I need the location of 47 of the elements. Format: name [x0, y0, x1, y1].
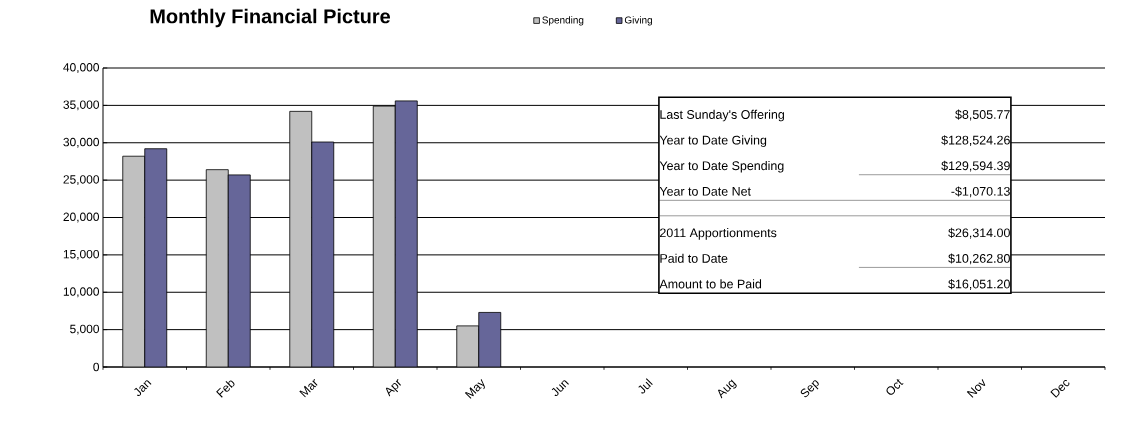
x-tick-label: Jun [551, 380, 569, 397]
annotation: Last Sunday's Offering [660, 109, 784, 122]
bar [394, 100, 418, 367]
bar [144, 148, 168, 367]
y-tick-label: 30,000 [63, 137, 100, 148]
x-tick-label: Apr [385, 379, 401, 397]
annotation: $128,524.26 [941, 135, 1010, 146]
y-tick-label: 40,000 [63, 63, 100, 73]
bar [227, 174, 251, 367]
y-tick-label: 0 [93, 362, 100, 372]
annotation: Year to Date Spending [659, 160, 784, 173]
x-tick-label: Feb [216, 380, 235, 398]
annotation: Year to Date Net [659, 187, 751, 196]
x-tick-label: Jan [134, 380, 152, 397]
y-tick-label: 25,000 [63, 175, 100, 186]
y-tick-label: 35,000 [63, 100, 100, 111]
x-tick-label: Sep [800, 380, 819, 398]
x-tick-label: Mar [299, 379, 318, 398]
annotation: $129,594.39 [941, 160, 1010, 172]
bar [205, 169, 229, 367]
bar [289, 110, 313, 367]
x-tick-label: Jul [638, 378, 653, 394]
bar [456, 325, 480, 367]
annotation: $16,051.20 [948, 279, 1010, 290]
annotation: -$1,070.13 [951, 186, 1010, 198]
y-tick-label: 5,000 [70, 324, 100, 335]
annotation: Year to Date Giving [659, 135, 767, 147]
bar [122, 155, 146, 367]
x-tick-label: May [464, 379, 485, 399]
bar [311, 141, 335, 367]
y-tick-label: 20,000 [63, 212, 100, 223]
x-tick-label: Nov [966, 379, 986, 398]
bar [478, 312, 502, 367]
x-tick-label: Aug [718, 379, 737, 399]
x-tick-label: Oct [886, 379, 904, 395]
legend-label: Giving [624, 16, 652, 26]
annotation: $26,314.00 [948, 227, 1010, 239]
bar [372, 105, 396, 367]
chart-title: Monthly Financial Picture [150, 8, 391, 28]
annotation: 2011 Apportionments [660, 228, 777, 240]
annotation: Paid to Date [660, 253, 728, 263]
annotation: $8,505.77 [955, 109, 1010, 121]
y-tick-label: 15,000 [63, 249, 100, 260]
x-tick-label: Dec [1050, 380, 1070, 398]
annotation: $10,262.80 [948, 253, 1010, 265]
legend-label: Spending [542, 16, 584, 26]
y-tick-label: 10,000 [63, 287, 100, 298]
